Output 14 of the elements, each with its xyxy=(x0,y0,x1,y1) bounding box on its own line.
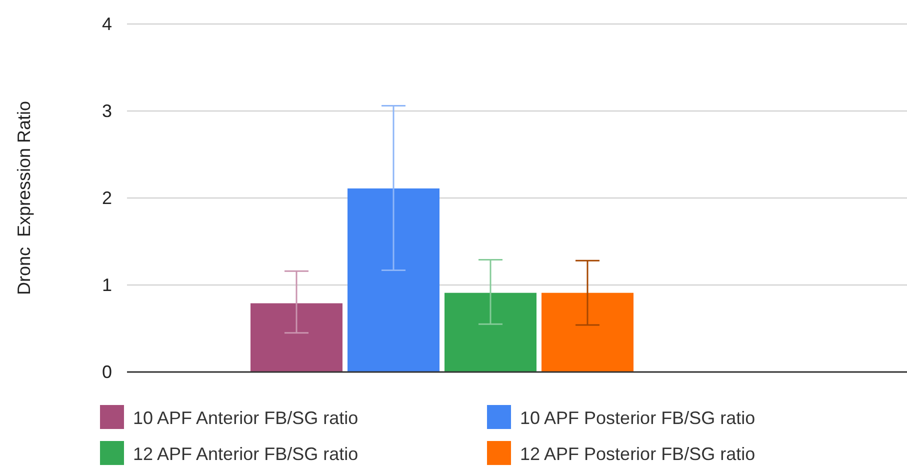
bar xyxy=(348,188,440,372)
legend-label: 10 APF Posterior FB/SG ratio xyxy=(520,408,756,428)
y-tick-label: 1 xyxy=(102,274,112,295)
bar xyxy=(444,292,536,372)
y-tick-label: 0 xyxy=(102,362,112,382)
legend-label: 10 APF Anterior FB/SG ratio xyxy=(133,408,358,428)
y-axis-title: Dronc Expression Ratio xyxy=(14,100,34,296)
bar xyxy=(250,303,342,372)
y-tick-label: 2 xyxy=(102,188,112,208)
legend-label: 12 APF Anterior FB/SG ratio xyxy=(133,444,358,464)
y-tick-label: 4 xyxy=(102,14,112,34)
y-tick-label: 3 xyxy=(102,100,112,121)
legend-label: 12 APF Posterior FB/SG ratio xyxy=(520,444,756,464)
bar xyxy=(542,292,634,372)
